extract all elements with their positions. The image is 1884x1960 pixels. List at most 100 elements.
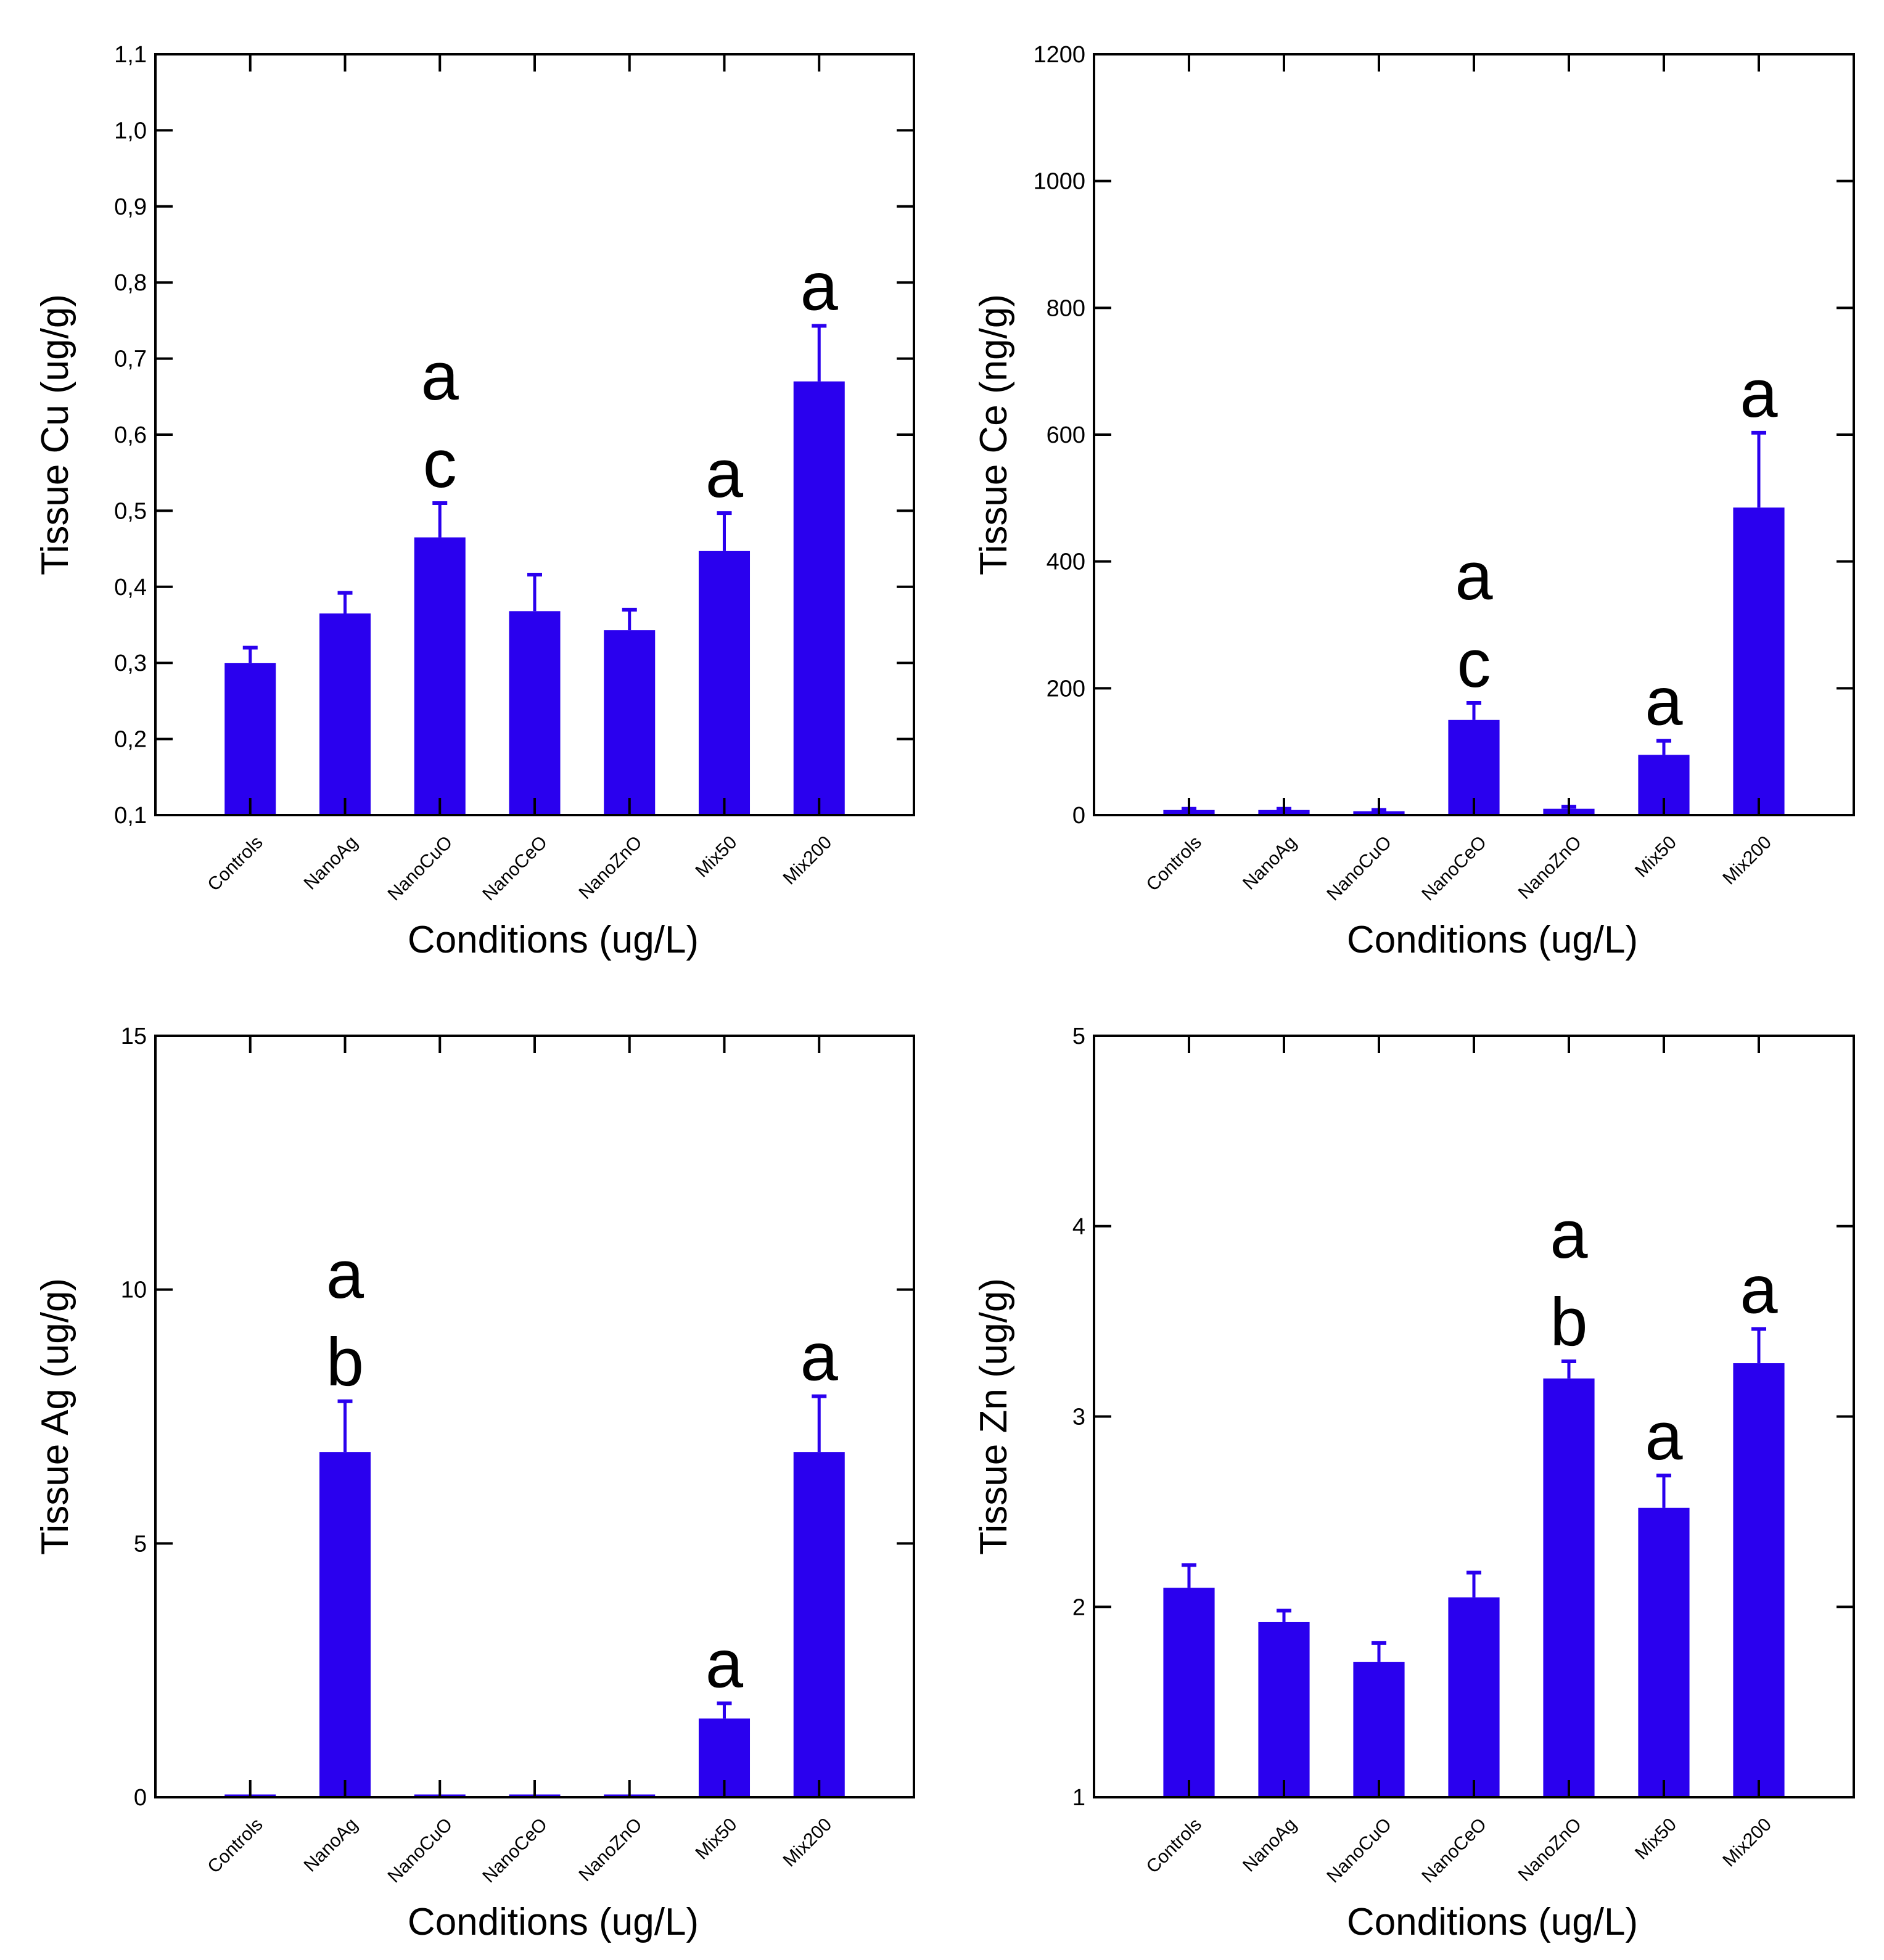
zn-significance-letter-nanozno: a	[1550, 1197, 1588, 1273]
zn-category-label: NanoCeO	[1418, 1814, 1491, 1887]
cu-significance-letter-mix50: a	[705, 436, 744, 512]
ce-ytick-label: 600	[1047, 422, 1085, 448]
ce-ytick-label: 0	[1072, 803, 1085, 829]
zn-ytick-label: 4	[1072, 1214, 1085, 1240]
ce-category-label: NanoCuO	[1323, 832, 1396, 905]
ce-significance-letter-nanoceo: a	[1455, 538, 1493, 614]
cu-ytick-label: 0,7	[114, 346, 147, 372]
cu-category-label: NanoCuO	[384, 832, 457, 905]
cu-category-label: NanoAg	[300, 832, 361, 894]
cu-bar-nanoag	[319, 613, 371, 815]
ce-category-label: Mix50	[1631, 832, 1680, 882]
ag-category-label: Mix200	[779, 1814, 836, 1871]
zn-bar-controls	[1163, 1588, 1215, 1797]
cu-x-axis-title: Conditions (ug/L)	[408, 919, 699, 961]
ce-significance-letter-mix200: a	[1740, 356, 1778, 432]
cu-ytick-label: 0,4	[114, 575, 147, 601]
ce-ytick-label: 800	[1047, 295, 1085, 321]
ag-x-axis-title: Conditions (ug/L)	[408, 1901, 699, 1943]
cu-ytick-label: 0,8	[114, 270, 147, 296]
ag-category-label: NanoCuO	[384, 1814, 457, 1887]
ce-significance-letter-mix50: a	[1645, 664, 1683, 740]
cu-ytick-label: 0,3	[114, 650, 147, 676]
zn-category-label: Mix50	[1631, 1814, 1680, 1864]
panel-tissue-ag: 0 5 10 15 Controls NanoAg NanoCuO NanoCeO NanoZn…	[34, 1023, 915, 1943]
ce-category-label: Mix200	[1719, 832, 1775, 889]
ag-y-axis-title: Tissue Ag (ug/g)	[34, 1278, 76, 1555]
cu-significance-letter-nanocuo: a	[421, 338, 459, 414]
ag-category-label: NanoAg	[300, 1814, 361, 1876]
zn-bar-mix50	[1638, 1507, 1690, 1797]
cu-category-label: Mix50	[692, 832, 741, 882]
zn-category-label: Controls	[1143, 1814, 1206, 1877]
panel-tissue-zn: 1 2 3 4 5 Controls NanoAg NanoCuO NanoCeO NanoZnO…	[973, 1023, 1855, 1943]
zn-bar-mix200	[1733, 1363, 1785, 1797]
zn-ytick-label: 2	[1072, 1594, 1085, 1620]
ce-category-label: NanoCeO	[1418, 832, 1491, 905]
ce-y-axis-title: Tissue Ce (ng/g)	[973, 294, 1015, 575]
zn-ytick-label: 5	[1072, 1023, 1085, 1049]
ag-significance-letter-mix50: a	[705, 1626, 744, 1702]
cu-ytick-label: 0,6	[114, 422, 147, 448]
zn-x-axis-title: Conditions (ug/L)	[1347, 1901, 1638, 1943]
zn-ytick-label: 3	[1072, 1404, 1085, 1430]
ce-ytick-label: 1000	[1033, 169, 1085, 195]
ag-category-label: NanoZnO	[575, 1814, 646, 1885]
zn-y-axis-title: Tissue Zn (ug/g)	[973, 1278, 1015, 1555]
cu-bar-nanozno	[604, 630, 656, 815]
ag-bar-nanoag	[319, 1452, 371, 1797]
ag-ytick-label: 0	[134, 1785, 147, 1811]
zn-bar-nanoceo	[1448, 1597, 1500, 1797]
ag-significance-letter-mix200: a	[800, 1319, 839, 1395]
cu-bar-nanoceo	[509, 611, 561, 815]
cu-bar-mix50	[698, 551, 751, 815]
ce-category-label: NanoAg	[1239, 832, 1301, 894]
ag-category-label: Mix50	[692, 1814, 741, 1864]
ce-category-label: Controls	[1143, 832, 1206, 895]
cu-ytick-label: 0,9	[114, 194, 147, 220]
zn-category-label: NanoZnO	[1515, 1814, 1586, 1885]
cu-category-label: Controls	[204, 832, 266, 895]
ag-category-label: NanoCeO	[479, 1814, 551, 1887]
ag-ytick-label: 5	[134, 1531, 147, 1557]
cu-category-label: Mix200	[779, 832, 836, 889]
ag-category-label: Controls	[204, 1814, 266, 1877]
cu-bar-controls	[224, 663, 276, 815]
cu-bar-mix200	[793, 381, 845, 815]
zn-significance-letter-nanozno: b	[1550, 1284, 1587, 1360]
cu-category-label: NanoZnO	[575, 832, 646, 903]
ag-ytick-label: 15	[121, 1023, 147, 1049]
ce-bar-mix200	[1733, 507, 1785, 815]
cu-ytick-label: 0,2	[114, 727, 147, 753]
zn-bar-nanocuo	[1353, 1662, 1405, 1797]
panel-tissue-cu: 0,1 0,2 0,3 0,4 0,5 0,6 0,7 0,8 0,9 1,0 1,1 Control…	[34, 42, 915, 961]
cu-significance-letter-mix200: a	[800, 249, 839, 325]
cu-ytick-label: 1,1	[114, 42, 147, 68]
zn-bar-nanozno	[1543, 1378, 1595, 1797]
ce-significance-letter-nanoceo: c	[1457, 626, 1491, 702]
cu-ytick-label: 0,1	[114, 803, 147, 829]
cu-ytick-label: 0,5	[114, 498, 147, 524]
ce-x-axis-title: Conditions (ug/L)	[1347, 919, 1638, 961]
zn-significance-letter-mix50: a	[1645, 1398, 1683, 1474]
zn-significance-letter-mix200: a	[1740, 1252, 1778, 1327]
zn-category-label: NanoCuO	[1323, 1814, 1396, 1887]
ce-ytick-label: 200	[1047, 676, 1085, 702]
ce-ytick-label: 400	[1047, 549, 1085, 575]
ce-ytick-label: 1200	[1033, 42, 1085, 68]
zn-bar-nanoag	[1258, 1622, 1310, 1797]
ag-significance-letter-nanoag: b	[326, 1324, 364, 1400]
cu-category-label: NanoCeO	[479, 832, 551, 905]
ag-bar-mix200	[793, 1452, 845, 1797]
cu-bar-nanocuo	[414, 537, 466, 815]
zn-ytick-label: 1	[1072, 1785, 1085, 1811]
cu-significance-letter-nanocuo: c	[423, 426, 457, 502]
ce-category-label: NanoZnO	[1515, 832, 1586, 903]
ag-significance-letter-nanoag: a	[326, 1237, 364, 1313]
cu-y-axis-title: Tissue Cu (ug/g)	[34, 294, 76, 575]
panel-tissue-ce: 0 200 400 600 800 1000 1200 Controls NanoAg NanoC…	[973, 42, 1855, 961]
ag-ytick-label: 10	[121, 1277, 147, 1303]
zn-category-label: Mix200	[1719, 1814, 1775, 1871]
cu-ytick-label: 1,0	[114, 118, 147, 144]
